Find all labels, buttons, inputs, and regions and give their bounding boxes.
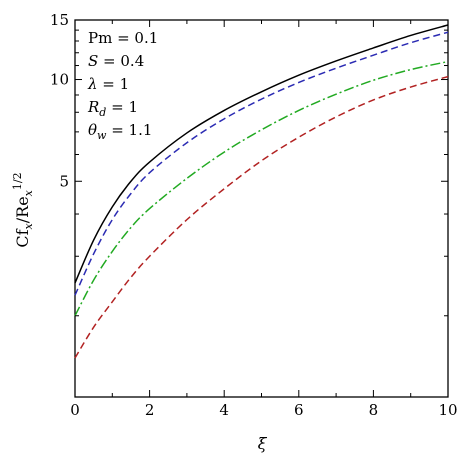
x-tick-label: 4 <box>219 401 229 419</box>
y-tick-label: 10 <box>50 71 69 89</box>
curves <box>74 24 449 359</box>
annotation-line-3: λ = 1 <box>87 75 129 93</box>
axes: 0 2 4 6 8 10 5 10 15 <box>50 11 458 419</box>
y-tick-label: 5 <box>59 172 69 190</box>
plot-frame <box>74 19 449 398</box>
x-tick-label: 2 <box>145 401 155 419</box>
annotation-symbol: R <box>87 98 99 116</box>
annotation-value: = 0.4 <box>98 52 144 70</box>
annotation-line-1: Pm = 0.1 <box>88 29 158 47</box>
annotation-value: = 0.1 <box>112 29 158 47</box>
y-title-sub2: x <box>22 189 35 196</box>
x-axis-title: ξ <box>258 434 268 453</box>
annotation-value: = 1.1 <box>106 121 152 139</box>
annotation-value: = 1 <box>106 98 138 116</box>
series-line-4 <box>74 75 449 359</box>
svg-text:Cfx/Rex1/2: Cfx/Rex1/2 <box>11 172 35 247</box>
annotation-line-5: θw = 1.1 <box>88 121 152 142</box>
y-axis-title: Cfx/Rex1/2 <box>11 172 35 247</box>
plot-area <box>74 19 449 398</box>
y-title-sup: 1/2 <box>11 172 24 190</box>
annotation-subscript: d <box>99 106 106 119</box>
x-tick-label: 6 <box>294 401 304 419</box>
annotation-line-4: Rd = 1 <box>87 98 138 119</box>
annotation-symbol: λ <box>87 75 98 93</box>
annotation-symbol: θ <box>88 121 97 139</box>
annotation-value: = 1 <box>98 75 130 93</box>
annotation-symbol: S <box>88 52 98 70</box>
x-tick-label: 8 <box>369 401 379 419</box>
annotation-symbol: Pm <box>88 29 112 47</box>
series-line-2 <box>74 31 449 296</box>
x-tick-label: 10 <box>438 401 457 419</box>
y-tick-label: 15 <box>50 11 69 29</box>
parameter-annotations: Pm = 0.1S = 0.4λ = 1Rd = 1θw = 1.1 <box>87 29 158 142</box>
y-title-base: Cf <box>13 228 32 247</box>
series-line-1 <box>74 24 449 284</box>
series-line-3 <box>74 60 449 317</box>
annotation-subscript: w <box>97 129 107 142</box>
y-title-sub1: x <box>22 222 35 229</box>
x-tick-label: 0 <box>70 401 80 419</box>
annotation-line-2: S = 0.4 <box>88 52 144 70</box>
y-title-mid: /Re <box>13 196 32 223</box>
